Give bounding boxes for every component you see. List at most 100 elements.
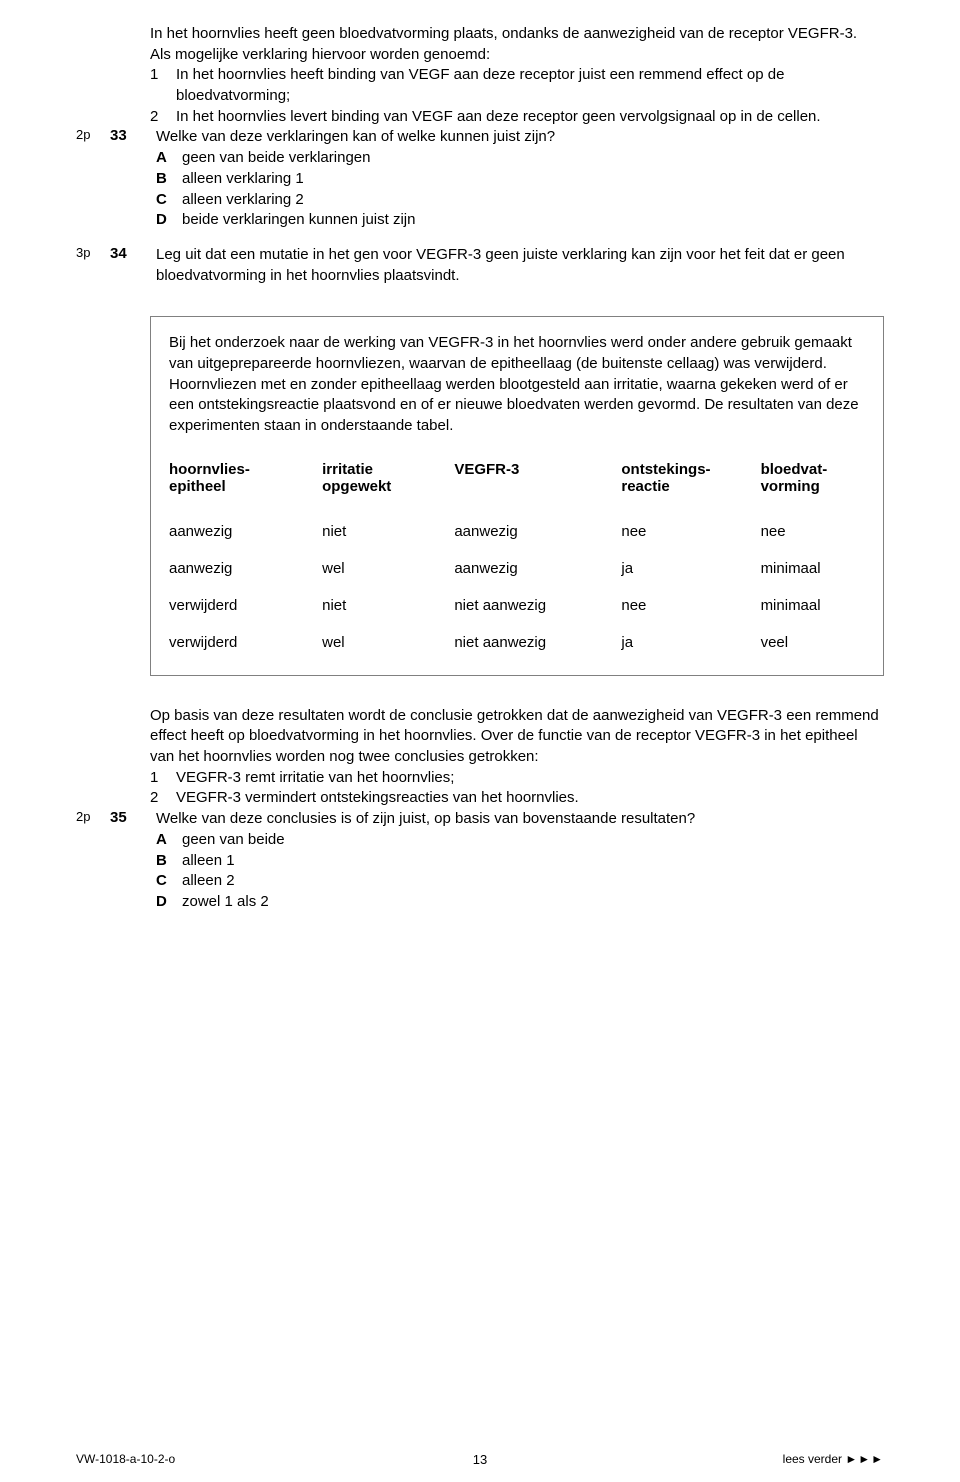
table-cell: ja: [621, 550, 760, 587]
table-row: verwijderdnietniet aanwezigneeminimaal: [169, 587, 865, 624]
option-text: beide verklaringen kunnen juist zijn: [182, 210, 415, 231]
intro-paragraph: In het hoornvlies heeft geen bloedvatvor…: [150, 24, 884, 127]
table-cell: niet aanwezig: [454, 624, 621, 661]
question-34: 3p 34 Leg uit dat een mutatie in het gen…: [76, 245, 884, 286]
option-text: alleen 2: [182, 871, 235, 892]
conclusion-item-text: VEGFR-3 remt irritatie van het hoornvlie…: [176, 768, 454, 789]
table-cell: nee: [621, 587, 760, 624]
option-label: D: [156, 210, 182, 231]
table-cell: nee: [761, 513, 865, 550]
table-header: irritatie opgewekt: [322, 455, 454, 513]
question-text: Leg uit dat een mutatie in het gen voor …: [156, 245, 884, 286]
table-cell: ja: [621, 624, 760, 661]
intro-item-num: 2: [150, 107, 176, 128]
option-label: C: [156, 190, 182, 211]
intro-item-num: 1: [150, 65, 176, 106]
table-cell: verwijderd: [169, 624, 322, 661]
th-line1: irritatie: [322, 461, 373, 478]
intro-item-2: 2 In het hoornvlies levert binding van V…: [150, 107, 884, 128]
option-text: zowel 1 als 2: [182, 892, 269, 913]
question-text: Welke van deze verklaringen kan of welke…: [156, 127, 884, 148]
table-cell: verwijderd: [169, 587, 322, 624]
th-line1: VEGFR-3: [454, 461, 519, 478]
question-body: Welke van deze verklaringen kan of welke…: [156, 127, 884, 230]
intro-text: In het hoornvlies heeft geen bloedvatvor…: [150, 24, 884, 45]
th-line1: ontstekings-: [621, 461, 710, 478]
table-cell: aanwezig: [169, 513, 322, 550]
th-line2: opgewekt: [322, 478, 391, 495]
option-label: B: [156, 169, 182, 190]
table-cell: aanwezig: [169, 550, 322, 587]
option-c: C alleen verklaring 2: [156, 190, 884, 211]
table-cell: wel: [322, 624, 454, 661]
conclusion-item-num: 2: [150, 788, 176, 809]
option-a: A geen van beide: [156, 830, 884, 851]
option-b: B alleen verklaring 1: [156, 169, 884, 190]
table-cell: aanwezig: [454, 550, 621, 587]
option-text: geen van beide verklaringen: [182, 148, 370, 169]
conclusion-item-num: 1: [150, 768, 176, 789]
question-33: 2p 33 Welke van deze verklaringen kan of…: [76, 127, 884, 230]
option-text: alleen verklaring 2: [182, 190, 304, 211]
th-line2: epitheel: [169, 478, 226, 495]
table-row: aanwezigwelaanwezigjaminimaal: [169, 550, 865, 587]
info-box: Bij het onderzoek naar de werking van VE…: [150, 316, 884, 675]
table-cell: niet: [322, 513, 454, 550]
table-row: aanwezignietaanwezigneenee: [169, 513, 865, 550]
conclusion-text: Op basis van deze resultaten wordt de co…: [150, 706, 884, 768]
option-a: A geen van beide verklaringen: [156, 148, 884, 169]
page: In het hoornvlies heeft geen bloedvatvor…: [0, 0, 960, 1482]
question-number: 34: [110, 245, 156, 262]
conclusion-item-2: 2 VEGFR-3 vermindert ontstekingsreacties…: [150, 788, 884, 809]
question-number: 35: [110, 809, 156, 826]
points-label: 2p: [76, 127, 110, 142]
option-label: A: [156, 148, 182, 169]
option-text: geen van beide: [182, 830, 285, 851]
th-line1: hoornvlies-: [169, 461, 250, 478]
option-text: alleen verklaring 1: [182, 169, 304, 190]
table-header: bloedvat- vorming: [761, 455, 865, 513]
question-body: Welke van deze conclusies is of zijn jui…: [156, 809, 884, 912]
points-label: 2p: [76, 809, 110, 824]
intro-item-text: In het hoornvlies heeft binding van VEGF…: [176, 65, 884, 106]
table-cell: minimaal: [761, 587, 865, 624]
option-label: B: [156, 851, 182, 872]
intro-item-text: In het hoornvlies levert binding van VEG…: [176, 107, 821, 128]
table-cell: nee: [621, 513, 760, 550]
question-number: 33: [110, 127, 156, 144]
box-paragraph: Bij het onderzoek naar de werking van VE…: [169, 333, 865, 436]
points-label: 3p: [76, 245, 110, 260]
table-header-row: hoornvlies- epitheel irritatie opgewekt …: [169, 455, 865, 513]
option-label: A: [156, 830, 182, 851]
page-number: 13: [76, 1452, 884, 1467]
option-label: D: [156, 892, 182, 913]
table-cell: minimaal: [761, 550, 865, 587]
page-footer: VW-1018-a-10-2-o 13 lees verder ►►►: [76, 1452, 884, 1466]
table-cell: niet: [322, 587, 454, 624]
table-cell: niet aanwezig: [454, 587, 621, 624]
conclusion-item-1: 1 VEGFR-3 remt irritatie van het hoornvl…: [150, 768, 884, 789]
table-cell: veel: [761, 624, 865, 661]
intro-item-1: 1 In het hoornvlies heeft binding van VE…: [150, 65, 884, 106]
table-row: verwijderdwelniet aanwezigjaveel: [169, 624, 865, 661]
option-d: D zowel 1 als 2: [156, 892, 884, 913]
table-header: hoornvlies- epitheel: [169, 455, 322, 513]
th-line1: bloedvat-: [761, 461, 828, 478]
intro-lead: Als mogelijke verklaring hiervoor worden…: [150, 45, 884, 66]
table-cell: wel: [322, 550, 454, 587]
table-header: ontstekings- reactie: [621, 455, 760, 513]
conclusion-item-text: VEGFR-3 vermindert ontstekingsreacties v…: [176, 788, 579, 809]
th-line2: vorming: [761, 478, 820, 495]
results-table: hoornvlies- epitheel irritatie opgewekt …: [169, 455, 865, 661]
th-line2: reactie: [621, 478, 669, 495]
option-c: C alleen 2: [156, 871, 884, 892]
question-text: Welke van deze conclusies is of zijn jui…: [156, 809, 884, 830]
option-b: B alleen 1: [156, 851, 884, 872]
option-text: alleen 1: [182, 851, 235, 872]
table-header: VEGFR-3: [454, 455, 621, 513]
table-cell: aanwezig: [454, 513, 621, 550]
conclusion-paragraph: Op basis van deze resultaten wordt de co…: [150, 706, 884, 809]
option-d: D beide verklaringen kunnen juist zijn: [156, 210, 884, 231]
question-35: 2p 35 Welke van deze conclusies is of zi…: [76, 809, 884, 912]
option-label: C: [156, 871, 182, 892]
